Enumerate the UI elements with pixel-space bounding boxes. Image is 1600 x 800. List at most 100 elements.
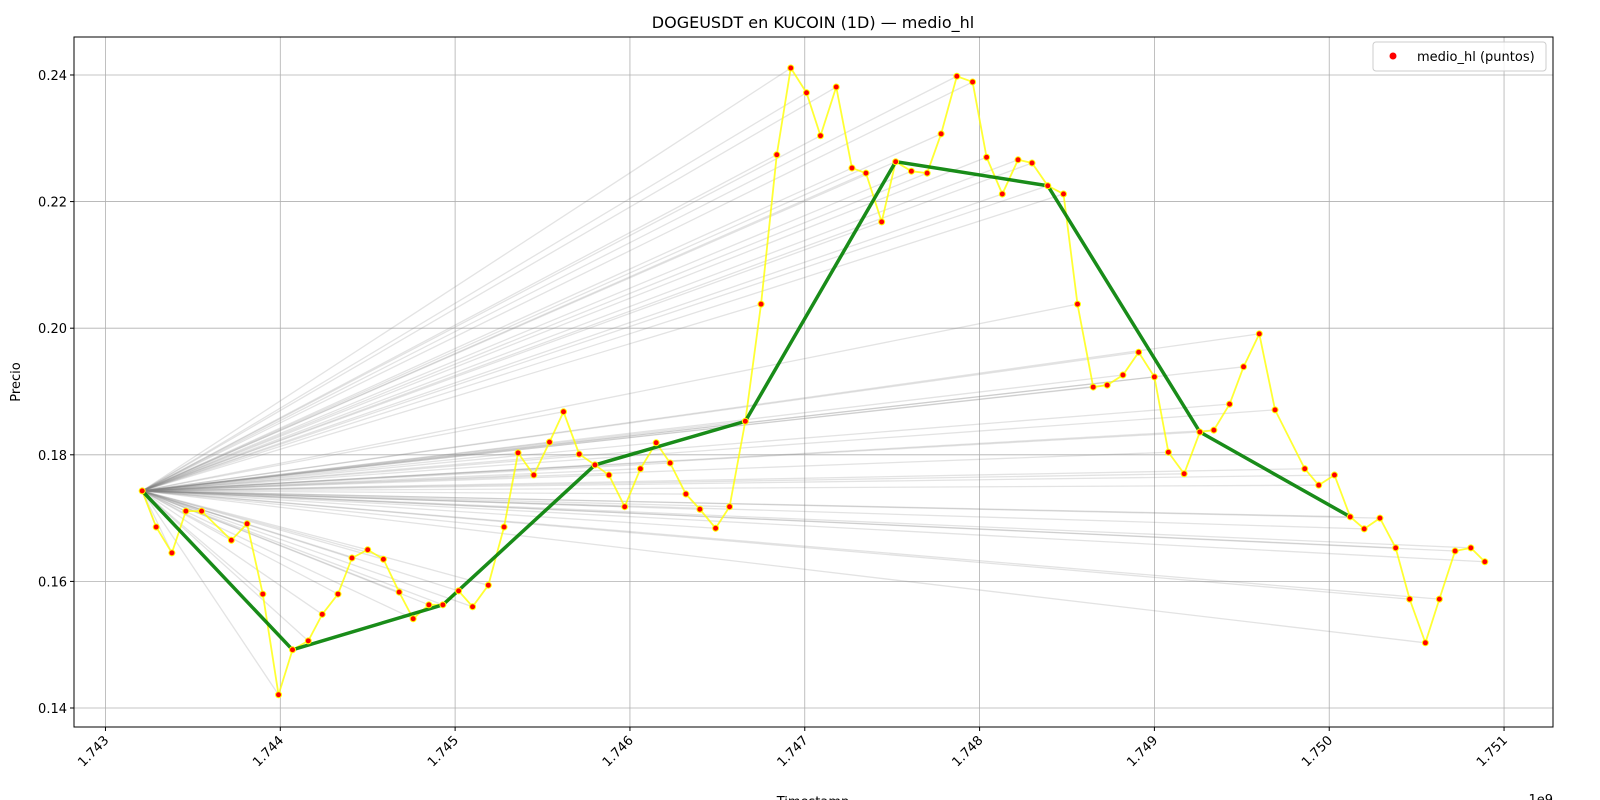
connector-line [141,185,1048,492]
point [575,450,583,458]
connector-line [141,490,248,525]
point [1376,514,1384,522]
connector-line [142,351,1139,492]
y-tick-label: 0.14 [38,702,67,717]
point [983,153,991,161]
point [1240,363,1248,371]
point [1315,481,1323,489]
point [1451,547,1459,555]
connector-line [141,86,837,492]
point [757,300,765,308]
point [878,218,886,226]
point [636,465,644,473]
point [696,505,704,513]
point [1150,373,1158,381]
connector-line [142,490,489,586]
point [726,503,734,511]
connector-line [142,490,625,508]
connector-line [142,490,1410,600]
y-tick-label: 0.18 [38,449,67,464]
connector-line [142,473,1185,492]
connector-line [141,490,473,608]
connector-line [141,156,987,492]
point [334,590,342,598]
point [1360,525,1368,533]
point [318,610,326,618]
connector-line [142,453,580,492]
point [484,581,492,589]
connector-line [142,420,746,492]
connector-line [142,441,550,492]
point [469,603,477,611]
plot-frame [73,36,1554,728]
point [712,524,720,532]
connector-line [141,162,1033,492]
connector-line [142,384,1108,492]
connector-line [141,172,867,492]
connector-line [141,172,928,492]
connector-line [142,403,1230,492]
point [1210,426,1218,434]
connector-line [141,490,459,592]
point [907,167,915,175]
connector-line [142,490,1485,563]
connector-line [142,490,686,495]
connector-line [142,490,700,510]
connector-line [141,92,807,492]
point [787,64,795,72]
point [455,587,463,595]
point [1089,383,1097,391]
point [275,691,283,699]
points-line [141,65,1486,695]
point [1226,400,1234,408]
point [803,89,811,97]
point [500,523,508,531]
point [741,417,749,425]
connector-line [142,411,564,492]
point [682,490,690,498]
point [937,130,945,138]
point [1164,448,1172,456]
point [969,78,977,86]
connector-line [141,490,430,606]
connector-line [141,490,309,642]
connector-line [142,451,1169,492]
legend-label: medio_hl (puntos) [1417,50,1535,65]
point [348,554,356,562]
point [530,471,538,479]
point [168,549,176,557]
connector-line [142,409,1276,492]
chart-title: DOGEUSDT en KUCOIN (1D) — medio_hl [652,13,974,33]
connector-line [141,490,339,595]
connector-line [142,490,1471,549]
point [953,72,961,80]
y-tick-label: 0.24 [38,69,67,84]
connector-line [142,490,1456,552]
x-offset-label: 1e9 [1528,793,1553,800]
point [152,523,160,531]
connector-line [142,386,1094,492]
connector-line [141,303,762,492]
point [304,637,312,645]
point [621,503,629,511]
point [395,588,403,596]
legend: medio_hl (puntos) [1372,41,1547,72]
point [198,507,206,515]
point [182,507,190,515]
point [998,190,1006,198]
connector-line [141,135,821,492]
connector-line [141,490,187,512]
point [227,536,235,544]
point [243,520,251,528]
point [379,555,387,563]
point [560,408,568,416]
point [1255,330,1263,338]
connector-line [141,490,264,595]
point [1330,471,1338,479]
connector-line [141,67,792,492]
point [862,169,870,177]
point [364,546,372,554]
connector-line [142,490,384,560]
point [892,158,900,166]
connector-line [141,193,1003,492]
